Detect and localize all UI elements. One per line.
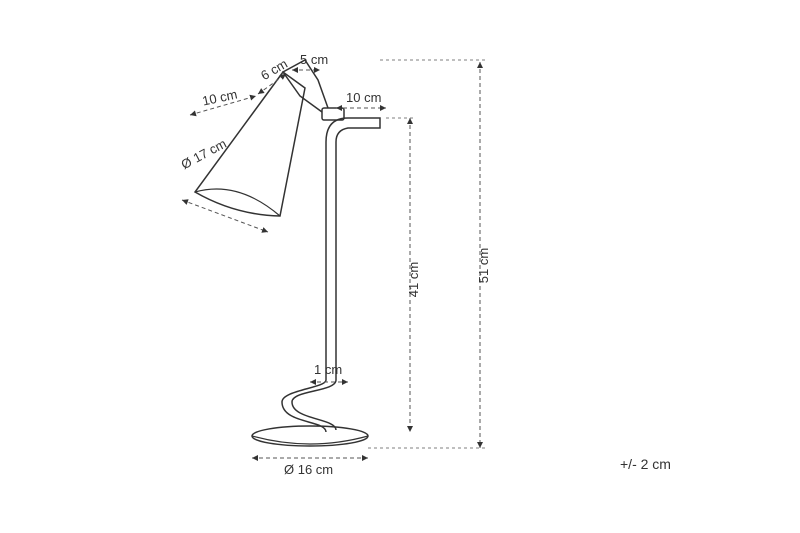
lamp-base bbox=[252, 426, 368, 446]
lamp-dimension-drawing bbox=[0, 0, 800, 533]
label-tolerance: +/- 2 cm bbox=[620, 456, 671, 472]
label-stem-height: 41 cm bbox=[406, 262, 421, 297]
label-arm-horizontal: 10 cm bbox=[346, 90, 381, 105]
dim-shade-diameter bbox=[182, 200, 268, 232]
label-overall-height: 51 cm bbox=[476, 248, 491, 283]
label-stem-width: 1 cm bbox=[314, 362, 342, 377]
label-shade-top-right: 5 cm bbox=[300, 52, 328, 67]
label-base-diameter: Ø 16 cm bbox=[284, 462, 333, 477]
lamp-stem bbox=[282, 118, 380, 432]
